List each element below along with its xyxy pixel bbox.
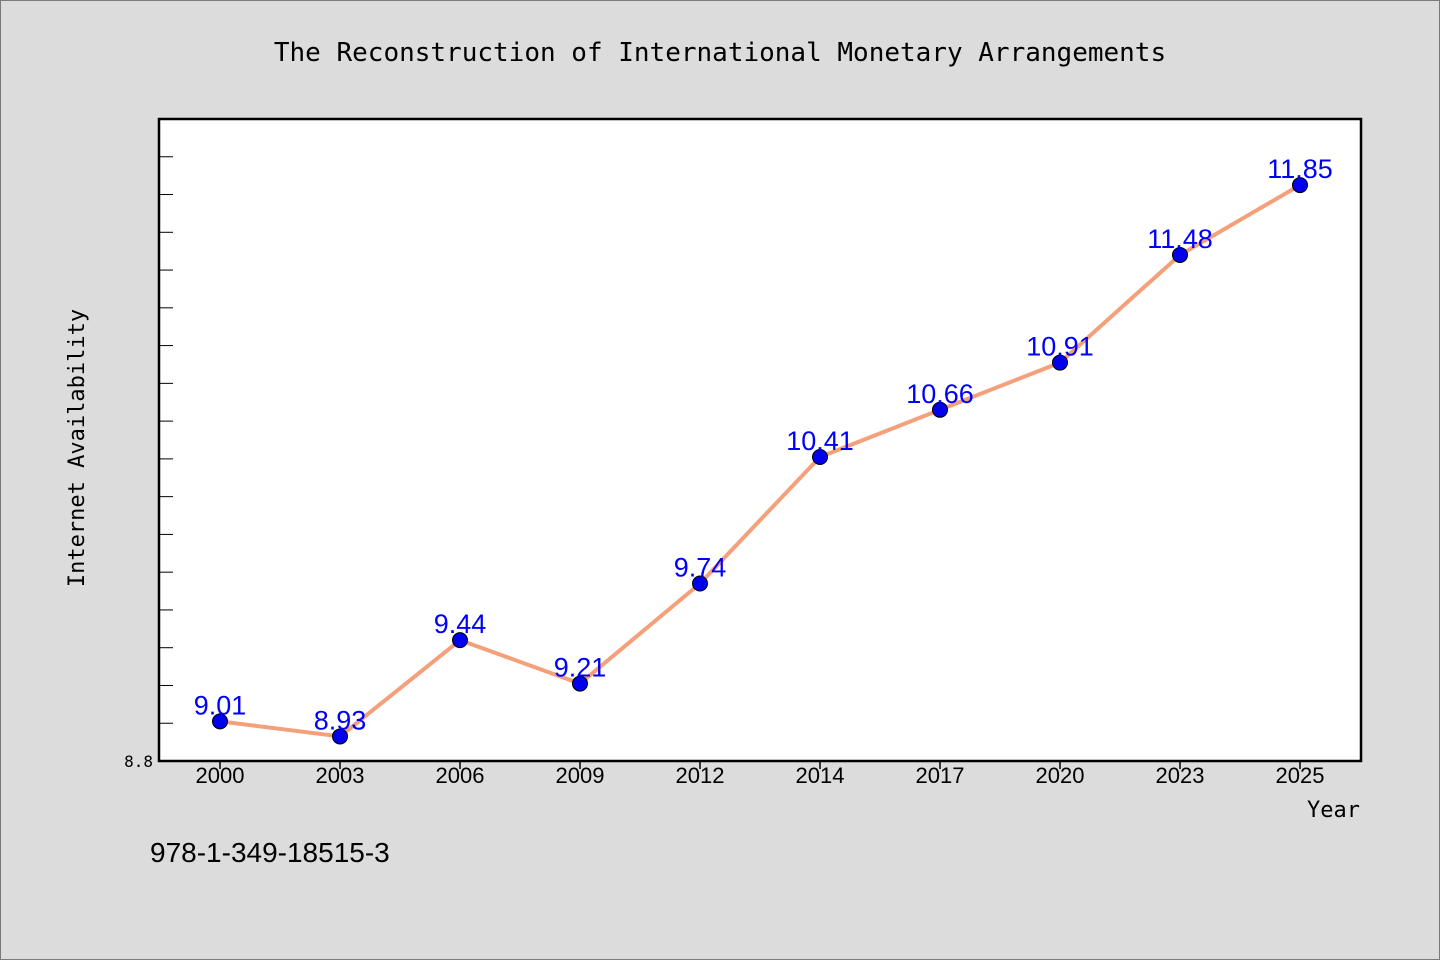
data-label: 9.01 — [194, 690, 247, 720]
x-tick-label: 2020 — [1036, 763, 1085, 788]
x-tick-label: 2006 — [436, 763, 485, 788]
data-point — [572, 675, 588, 692]
data-label: 11.85 — [1267, 154, 1333, 184]
data-point — [212, 713, 228, 730]
x-tick-label: 2009 — [556, 763, 605, 788]
x-tick-label: 2014 — [796, 763, 845, 788]
data-point — [812, 448, 828, 465]
y-axis-ticks: 8.8 — [124, 156, 173, 771]
x-axis-label: Year — [1307, 798, 1360, 823]
data-label: 10.91 — [1026, 332, 1094, 362]
data-point — [452, 632, 468, 649]
data-label: 10.41 — [786, 426, 854, 456]
x-tick-label: 2023 — [1156, 763, 1205, 788]
series-line-group — [218, 183, 1302, 739]
chart-title: The Reconstruction of International Mone… — [274, 38, 1166, 68]
data-label: 9.44 — [434, 609, 487, 639]
data-point — [1172, 246, 1188, 263]
data-label: 8.93 — [314, 705, 367, 735]
data-label: 9.21 — [554, 653, 607, 683]
data-point — [692, 575, 708, 592]
y-tick-label: 8.8 — [124, 752, 153, 771]
x-tick-label: 2017 — [916, 763, 965, 788]
x-tick-label: 2000 — [196, 763, 245, 788]
y-axis-label: Internet Availability — [65, 309, 90, 587]
plot-area — [157, 117, 1363, 763]
series-line — [218, 183, 1302, 739]
data-point — [332, 728, 348, 745]
series-markers — [212, 177, 1308, 745]
x-tick-label: 2012 — [676, 763, 725, 788]
data-point — [1292, 177, 1308, 194]
x-axis-ticks: 2000 2003 2006 2009 2012 2014 2017 2020 2023 2025 — [196, 761, 1325, 788]
data-label: 11.48 — [1147, 224, 1213, 254]
data-labels: 9.01 8.93 9.44 9.21 9.74 10.41 10.66 10.91 11.48… — [194, 154, 1333, 735]
footer-text: 978-1-349-18515-3 — [150, 837, 390, 868]
data-point — [932, 401, 948, 418]
data-point — [1052, 354, 1068, 371]
x-tick-label: 2025 — [1276, 763, 1325, 788]
data-label: 9.74 — [674, 553, 727, 583]
data-label: 10.66 — [906, 379, 974, 409]
x-tick-label: 2003 — [316, 763, 365, 788]
